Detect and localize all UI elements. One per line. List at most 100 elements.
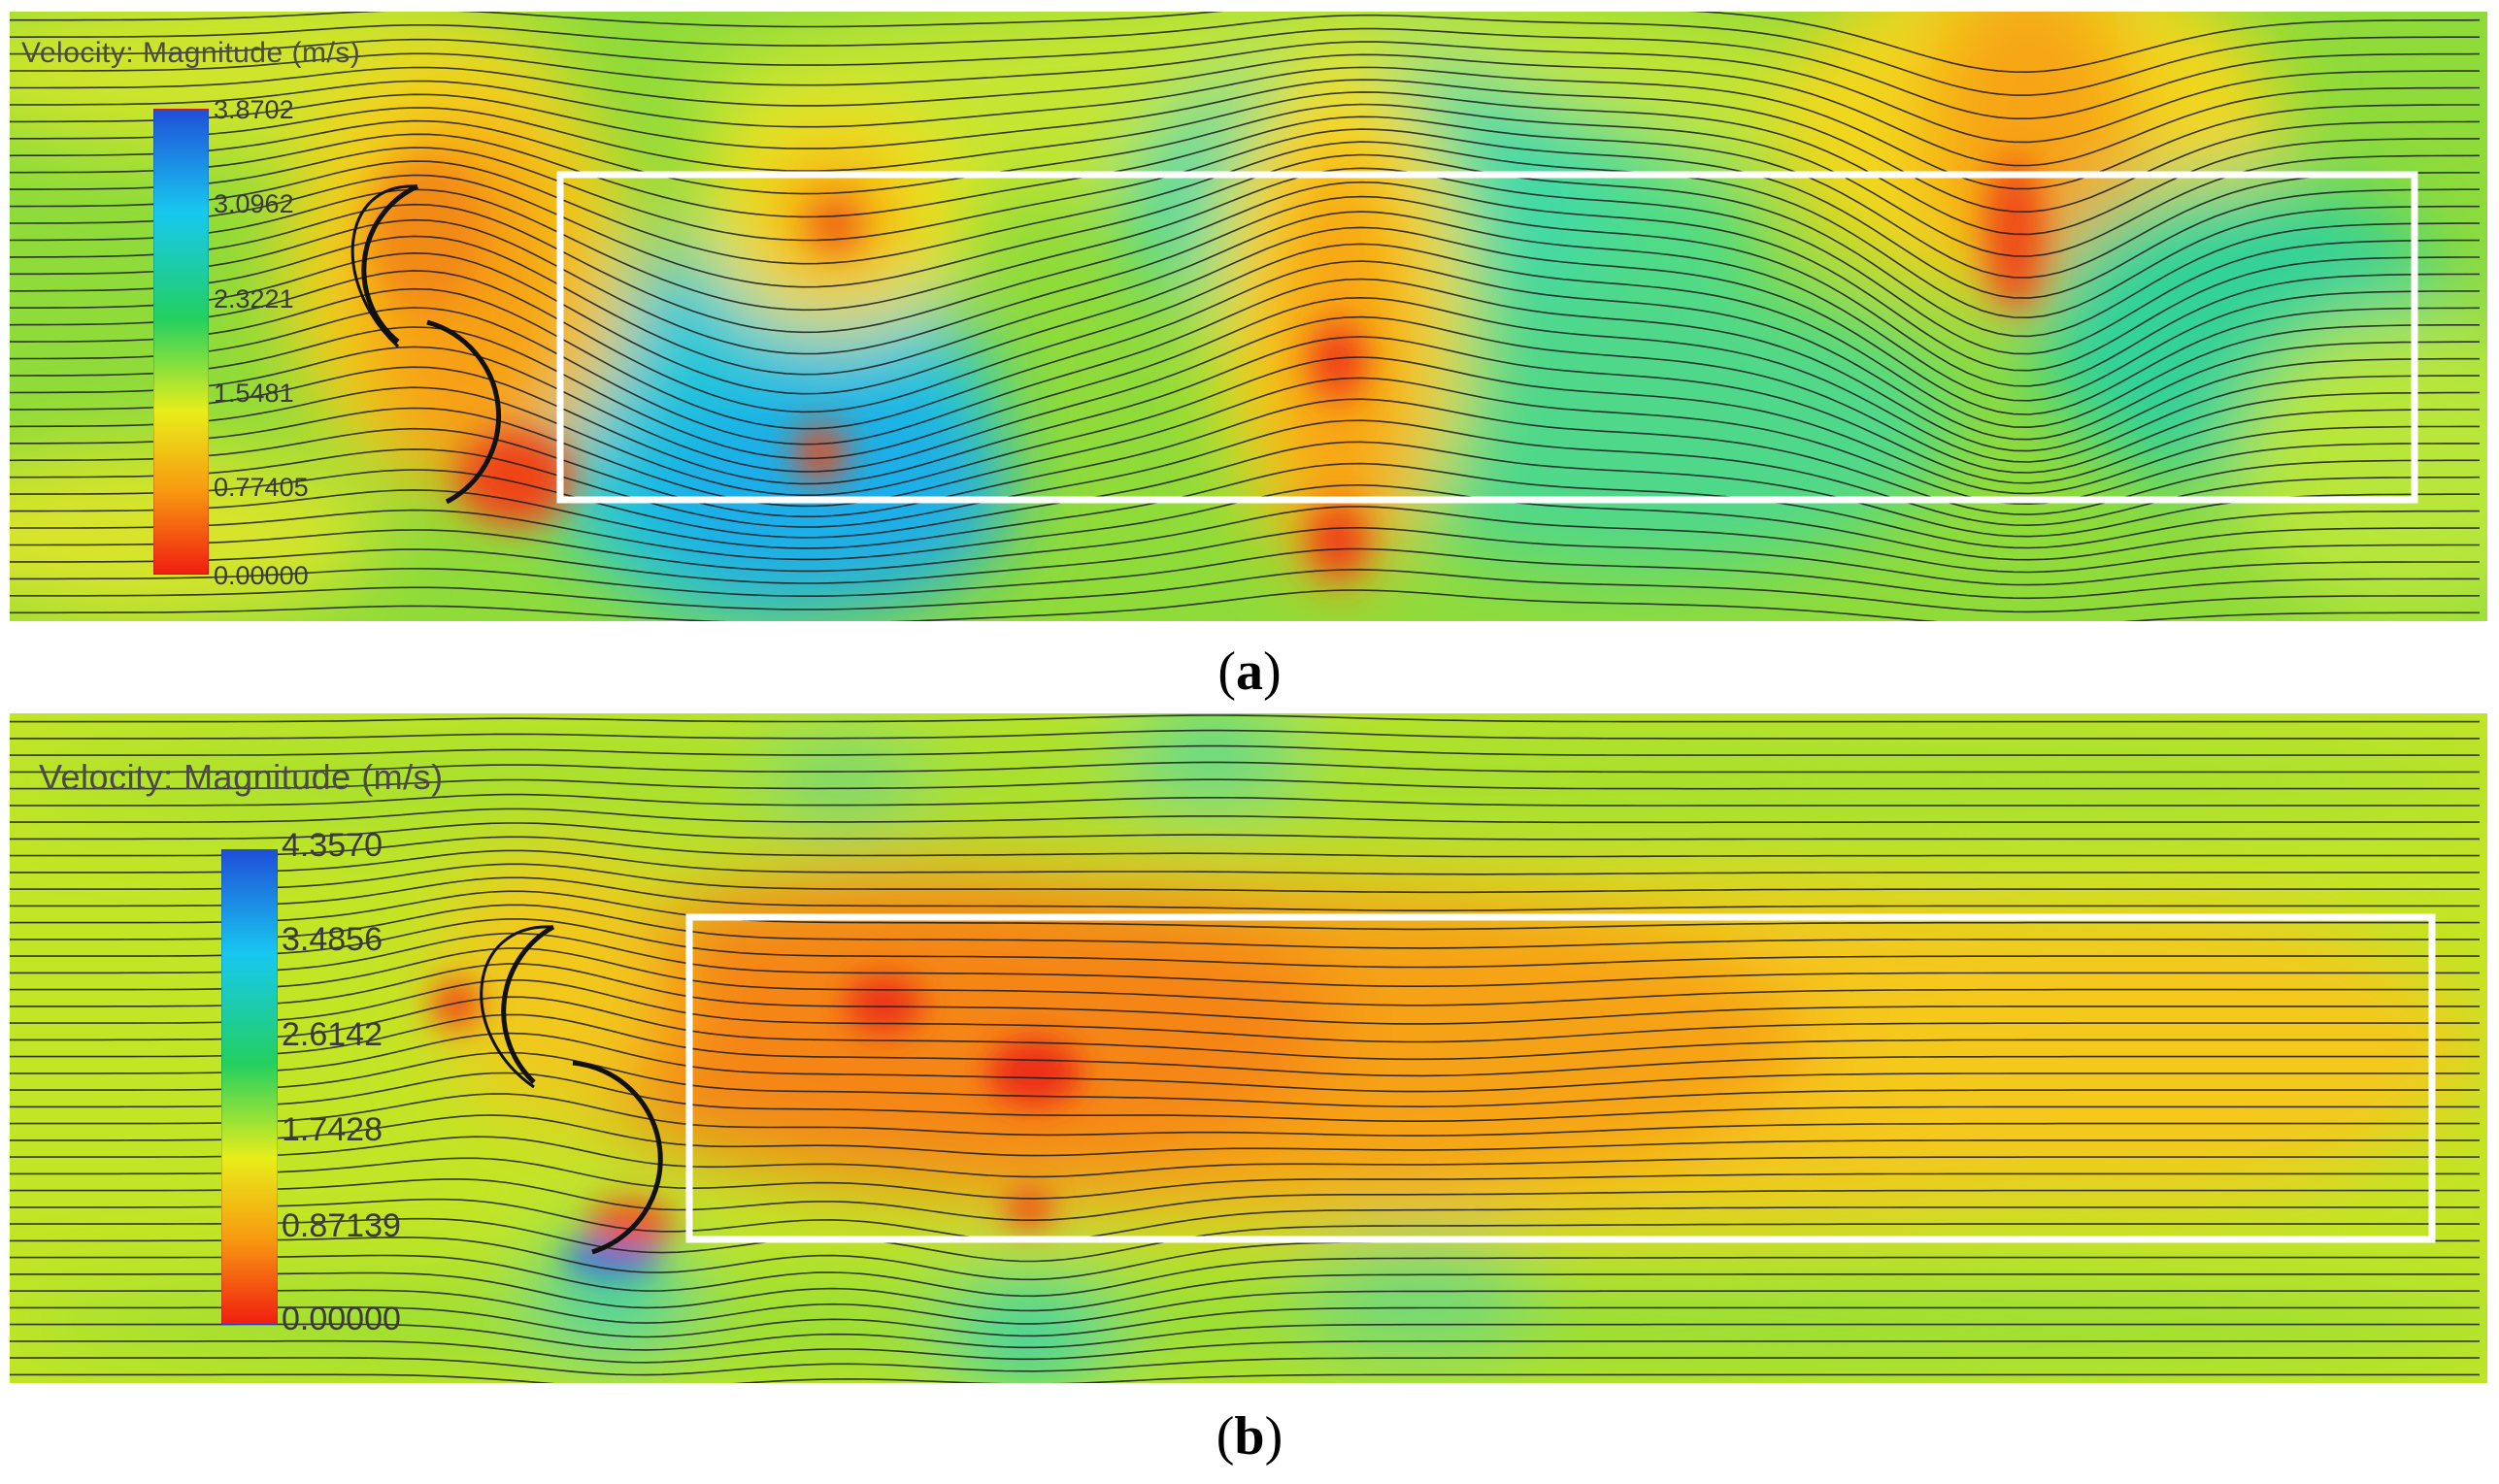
streamline	[10, 356, 2480, 497]
colorbar-a	[153, 109, 209, 575]
streamline	[10, 1254, 2480, 1298]
colorbar-tick-a-1: 3.0962	[214, 189, 294, 218]
streamline	[10, 167, 2480, 355]
streamline	[10, 1114, 2480, 1157]
streamline	[10, 1323, 2480, 1351]
colorbar-tick-b-3: 1.7428	[282, 1111, 383, 1148]
streamline	[10, 1306, 2480, 1338]
streamline	[10, 1136, 2480, 1178]
streamline	[10, 226, 2481, 415]
caption-a: (a)	[1217, 642, 1282, 702]
streamline	[10, 462, 2480, 549]
streamline	[10, 66, 2480, 190]
savonius-rotor-a	[350, 183, 502, 505]
streamline	[10, 729, 2480, 740]
streamline	[10, 1339, 2480, 1364]
streamline	[10, 1271, 2480, 1312]
streamline	[10, 419, 2481, 528]
streamline	[10, 793, 2480, 807]
streamline	[10, 315, 2481, 474]
streamline	[10, 12, 2481, 74]
streamline	[10, 778, 2480, 790]
region-box-b	[685, 913, 2436, 1243]
streamline	[10, 1178, 2480, 1222]
streamline	[10, 904, 2480, 949]
streamline	[10, 1357, 2480, 1376]
streamline	[10, 569, 2480, 613]
velocity-contour-panel-b: Velocity: Magnitude (m/s) 4.3570 3.4856 …	[10, 713, 2487, 1383]
streamline	[10, 278, 2480, 452]
streamline	[10, 863, 2480, 894]
streamline	[10, 79, 2481, 214]
streamline	[10, 1157, 2480, 1200]
velocity-field-b	[10, 713, 2487, 1383]
colorbar-tick-b-1: 3.4856	[282, 921, 383, 958]
streamline	[10, 296, 2480, 463]
colorbar-tick-b-0: 4.3570	[282, 827, 383, 864]
streamline	[10, 918, 2480, 969]
streamline	[10, 1289, 2480, 1325]
streamline	[10, 398, 2480, 518]
savonius-rotor-b	[480, 924, 663, 1255]
streamline	[10, 876, 2480, 911]
streamline	[10, 506, 2480, 574]
caption-b: (b)	[1216, 1406, 1283, 1467]
streamline	[10, 1072, 2480, 1122]
streamline	[10, 260, 2480, 441]
streamline	[10, 441, 2480, 539]
streamline	[10, 211, 2480, 402]
streamline	[10, 979, 2480, 1043]
streamline	[10, 336, 2480, 485]
streamline	[10, 996, 2480, 1061]
streamline	[10, 808, 2480, 824]
velocity-field-a	[10, 12, 2487, 621]
region-box-a	[556, 171, 2418, 504]
colorbar-b	[221, 849, 278, 1325]
streamline	[10, 963, 2480, 1025]
colorbar-tick-a-3: 1.5481	[214, 379, 294, 408]
streamline	[10, 890, 2480, 931]
streamline	[10, 849, 2480, 875]
streamline	[10, 115, 2480, 279]
streamline	[10, 1093, 2480, 1137]
legend-title-a: Velocity: Magnitude (m/s)	[21, 37, 361, 69]
streamline	[10, 128, 2480, 299]
streamline	[10, 822, 2480, 841]
streamline	[10, 526, 2480, 586]
streamline	[10, 761, 2480, 774]
streamline	[10, 589, 2480, 621]
streamline	[10, 744, 2480, 756]
streamline	[10, 714, 2480, 723]
streamline	[10, 195, 2481, 387]
colorbar-tick-b-4: 0.87139	[282, 1207, 401, 1244]
colorbar-tick-a-0: 3.8702	[214, 95, 294, 124]
colorbar-tick-b-2: 2.6142	[282, 1016, 383, 1053]
colorbar-tick-a-2: 2.3221	[214, 284, 294, 313]
streamline	[10, 153, 2480, 338]
streamline	[10, 14, 2480, 96]
colorbar-tick-a-5: 0.00000	[214, 561, 309, 590]
streamline	[10, 947, 2480, 1006]
streamline	[10, 932, 2480, 987]
streamline	[10, 103, 2481, 257]
velocity-contour-panel-a: Velocity: Magnitude (m/s) 3.8702 3.0962 …	[10, 12, 2487, 621]
streamline	[10, 53, 2481, 167]
legend-title-b: Velocity: Magnitude (m/s)	[39, 757, 444, 797]
streamline	[10, 1032, 2480, 1093]
streamline	[10, 1051, 2480, 1108]
streamlines-a	[10, 12, 2481, 621]
colorbar-tick-a-4: 0.77405	[214, 473, 309, 502]
streamline	[10, 836, 2480, 858]
streamline	[10, 41, 2480, 144]
streamline	[10, 547, 2480, 600]
streamline	[10, 1198, 2480, 1242]
streamline	[10, 91, 2480, 236]
streamline	[10, 1373, 2480, 1383]
streamline	[10, 1013, 2480, 1077]
streamline	[10, 27, 2481, 119]
streamline	[10, 141, 2480, 319]
streamline	[10, 1217, 2480, 1263]
colorbar-tick-b-5: 0.00000	[282, 1301, 401, 1337]
streamline	[10, 243, 2480, 429]
streamline	[10, 181, 2480, 372]
